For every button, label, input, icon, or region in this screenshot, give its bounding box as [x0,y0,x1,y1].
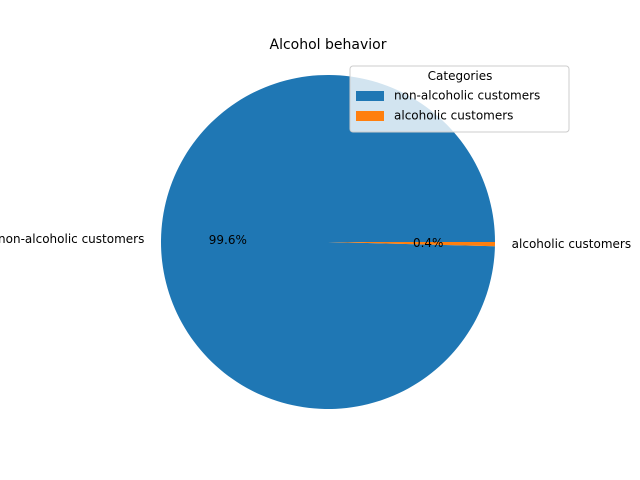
pie-label-alcoholic-customers: alcoholic customers [512,237,631,251]
pie-percent-labels: 99.6% 0.4% [209,233,444,250]
legend-entries: non-alcoholic customers alcoholic custome… [356,89,540,123]
pie-slice-alcoholic-customers [328,242,495,247]
pie-percent-non-alcoholic-customers: 99.6% [209,233,247,247]
legend-frame [349,65,570,133]
pie-label-non-alcoholic-customers: non-alcoholic customers [0,232,144,246]
pie-category-labels: non-alcoholic customers alcoholic custome… [0,232,631,251]
legend-label-non-alcoholic-customers: non-alcoholic customers [394,89,540,103]
legend: Categories non-alcoholic customers alcoho… [349,65,570,133]
legend-swatch-non-alcoholic-customers [356,91,384,101]
chart-title: Alcohol behavior [270,37,387,53]
legend-swatch-alcoholic-customers [356,111,384,121]
pie-slice-non-alcoholic-customers [160,74,495,409]
legend-title: Categories [428,69,493,83]
legend-label-alcoholic-customers: alcoholic customers [394,109,513,123]
pie-slices [160,74,495,409]
pie-percent-alcoholic-customers: 0.4% [413,236,444,250]
